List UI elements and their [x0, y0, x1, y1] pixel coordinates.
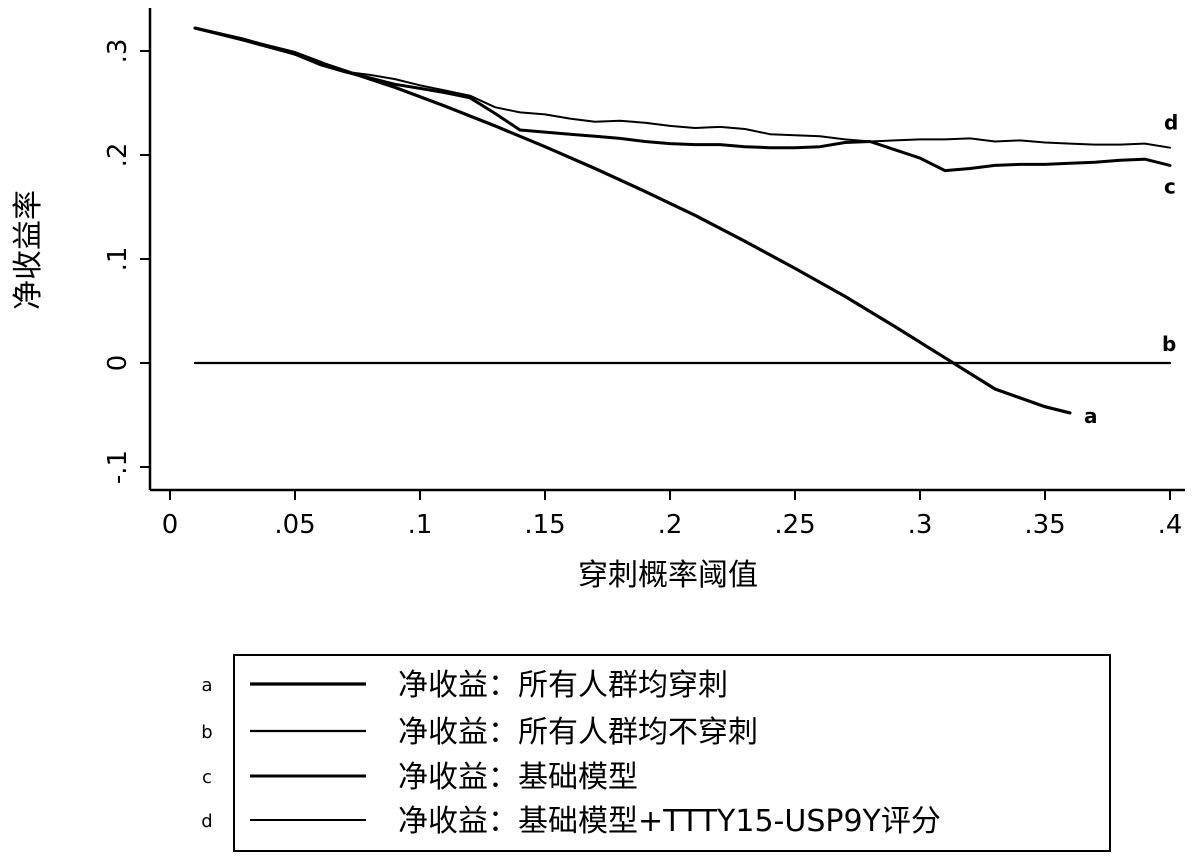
y-tick-label: .1 [103, 247, 133, 272]
series-tag-a: a [1084, 404, 1098, 428]
x-tick-label: .35 [1024, 510, 1065, 540]
x-tick-label: 0 [162, 510, 179, 540]
series-tag-c: c [1164, 174, 1176, 198]
series-line-c [193, 26, 1172, 173]
legend-key-d: d [201, 811, 212, 832]
legend: a 净收益：所有人群均穿刺 b 净收益：所有人群均不穿刺 c 净收益：基础模型 d 净收益：基… [201, 654, 1111, 852]
series-line-d [194, 27, 1171, 149]
legend-box [233, 654, 1111, 852]
y-tick-label: -.1 [103, 450, 133, 484]
legend-key-c: c [202, 767, 212, 788]
axes [148, 8, 1185, 492]
y-tick-label: .3 [103, 39, 133, 64]
legend-label-d: 净收益：基础模型+TTTY15-USP9Y评分 [398, 804, 941, 839]
x-tick-label: .15 [524, 510, 565, 540]
series-line-a [193, 26, 1072, 415]
y-tick-label: .2 [103, 143, 133, 168]
x-axis-title: 穿刺概率阈值 [578, 558, 758, 593]
y-axis-title: 净收益率 [11, 190, 46, 310]
x-tick-label: .05 [274, 510, 315, 540]
y-tick-label: 0 [103, 355, 133, 372]
legend-label-a: 净收益：所有人群均穿刺 [398, 668, 728, 703]
x-tick-label: .1 [408, 510, 433, 540]
legend-label-c: 净收益：基础模型 [398, 760, 638, 795]
series-tags: a b c d [1084, 111, 1178, 428]
x-tick-label: .2 [658, 510, 683, 540]
x-tick-label: .25 [774, 510, 815, 540]
series-tag-d: d [1164, 111, 1178, 135]
y-ticks: -.1 0 .1 .2 .3 [103, 39, 150, 484]
legend-key-a: a [201, 675, 212, 696]
legend-label-b: 净收益：所有人群均不穿刺 [398, 715, 758, 750]
series-layer [193, 26, 1172, 415]
x-ticks: 0 .05 .1 .15 .2 .25 .3 .35 .4 [162, 490, 1183, 540]
series-tag-b: b [1162, 332, 1176, 356]
legend-key-b: b [201, 722, 212, 743]
x-tick-label: .3 [908, 510, 933, 540]
x-tick-label: .4 [1158, 510, 1183, 540]
